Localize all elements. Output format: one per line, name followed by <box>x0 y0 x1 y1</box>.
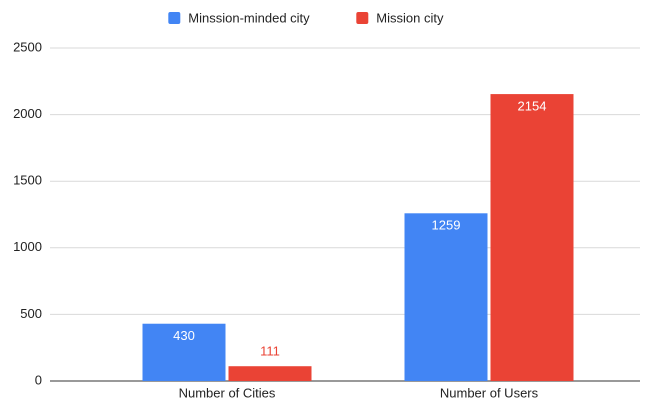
x-tick-label: Number of Users <box>440 385 539 400</box>
value-label: 2154 <box>518 99 547 114</box>
y-tick-label: 500 <box>20 306 42 321</box>
x-tick-label: Number of Cities <box>179 385 276 400</box>
y-tick-label: 1000 <box>13 239 42 254</box>
y-tick-label: 1500 <box>13 173 42 188</box>
value-label: 1259 <box>432 218 461 233</box>
value-label: 430 <box>173 328 195 343</box>
bar <box>490 94 574 382</box>
legend-swatch <box>168 12 181 24</box>
legend-label: Mission city <box>376 10 444 25</box>
y-tick-label: 2500 <box>13 39 42 54</box>
bar <box>228 366 312 381</box>
legend-label: Minssion-minded city <box>188 10 310 25</box>
y-tick-label: 2000 <box>13 106 42 121</box>
bar <box>142 323 226 381</box>
bar <box>404 213 488 381</box>
y-tick-label: 0 <box>35 372 42 387</box>
value-label: 111 <box>260 344 280 359</box>
legend-swatch <box>356 12 369 24</box>
